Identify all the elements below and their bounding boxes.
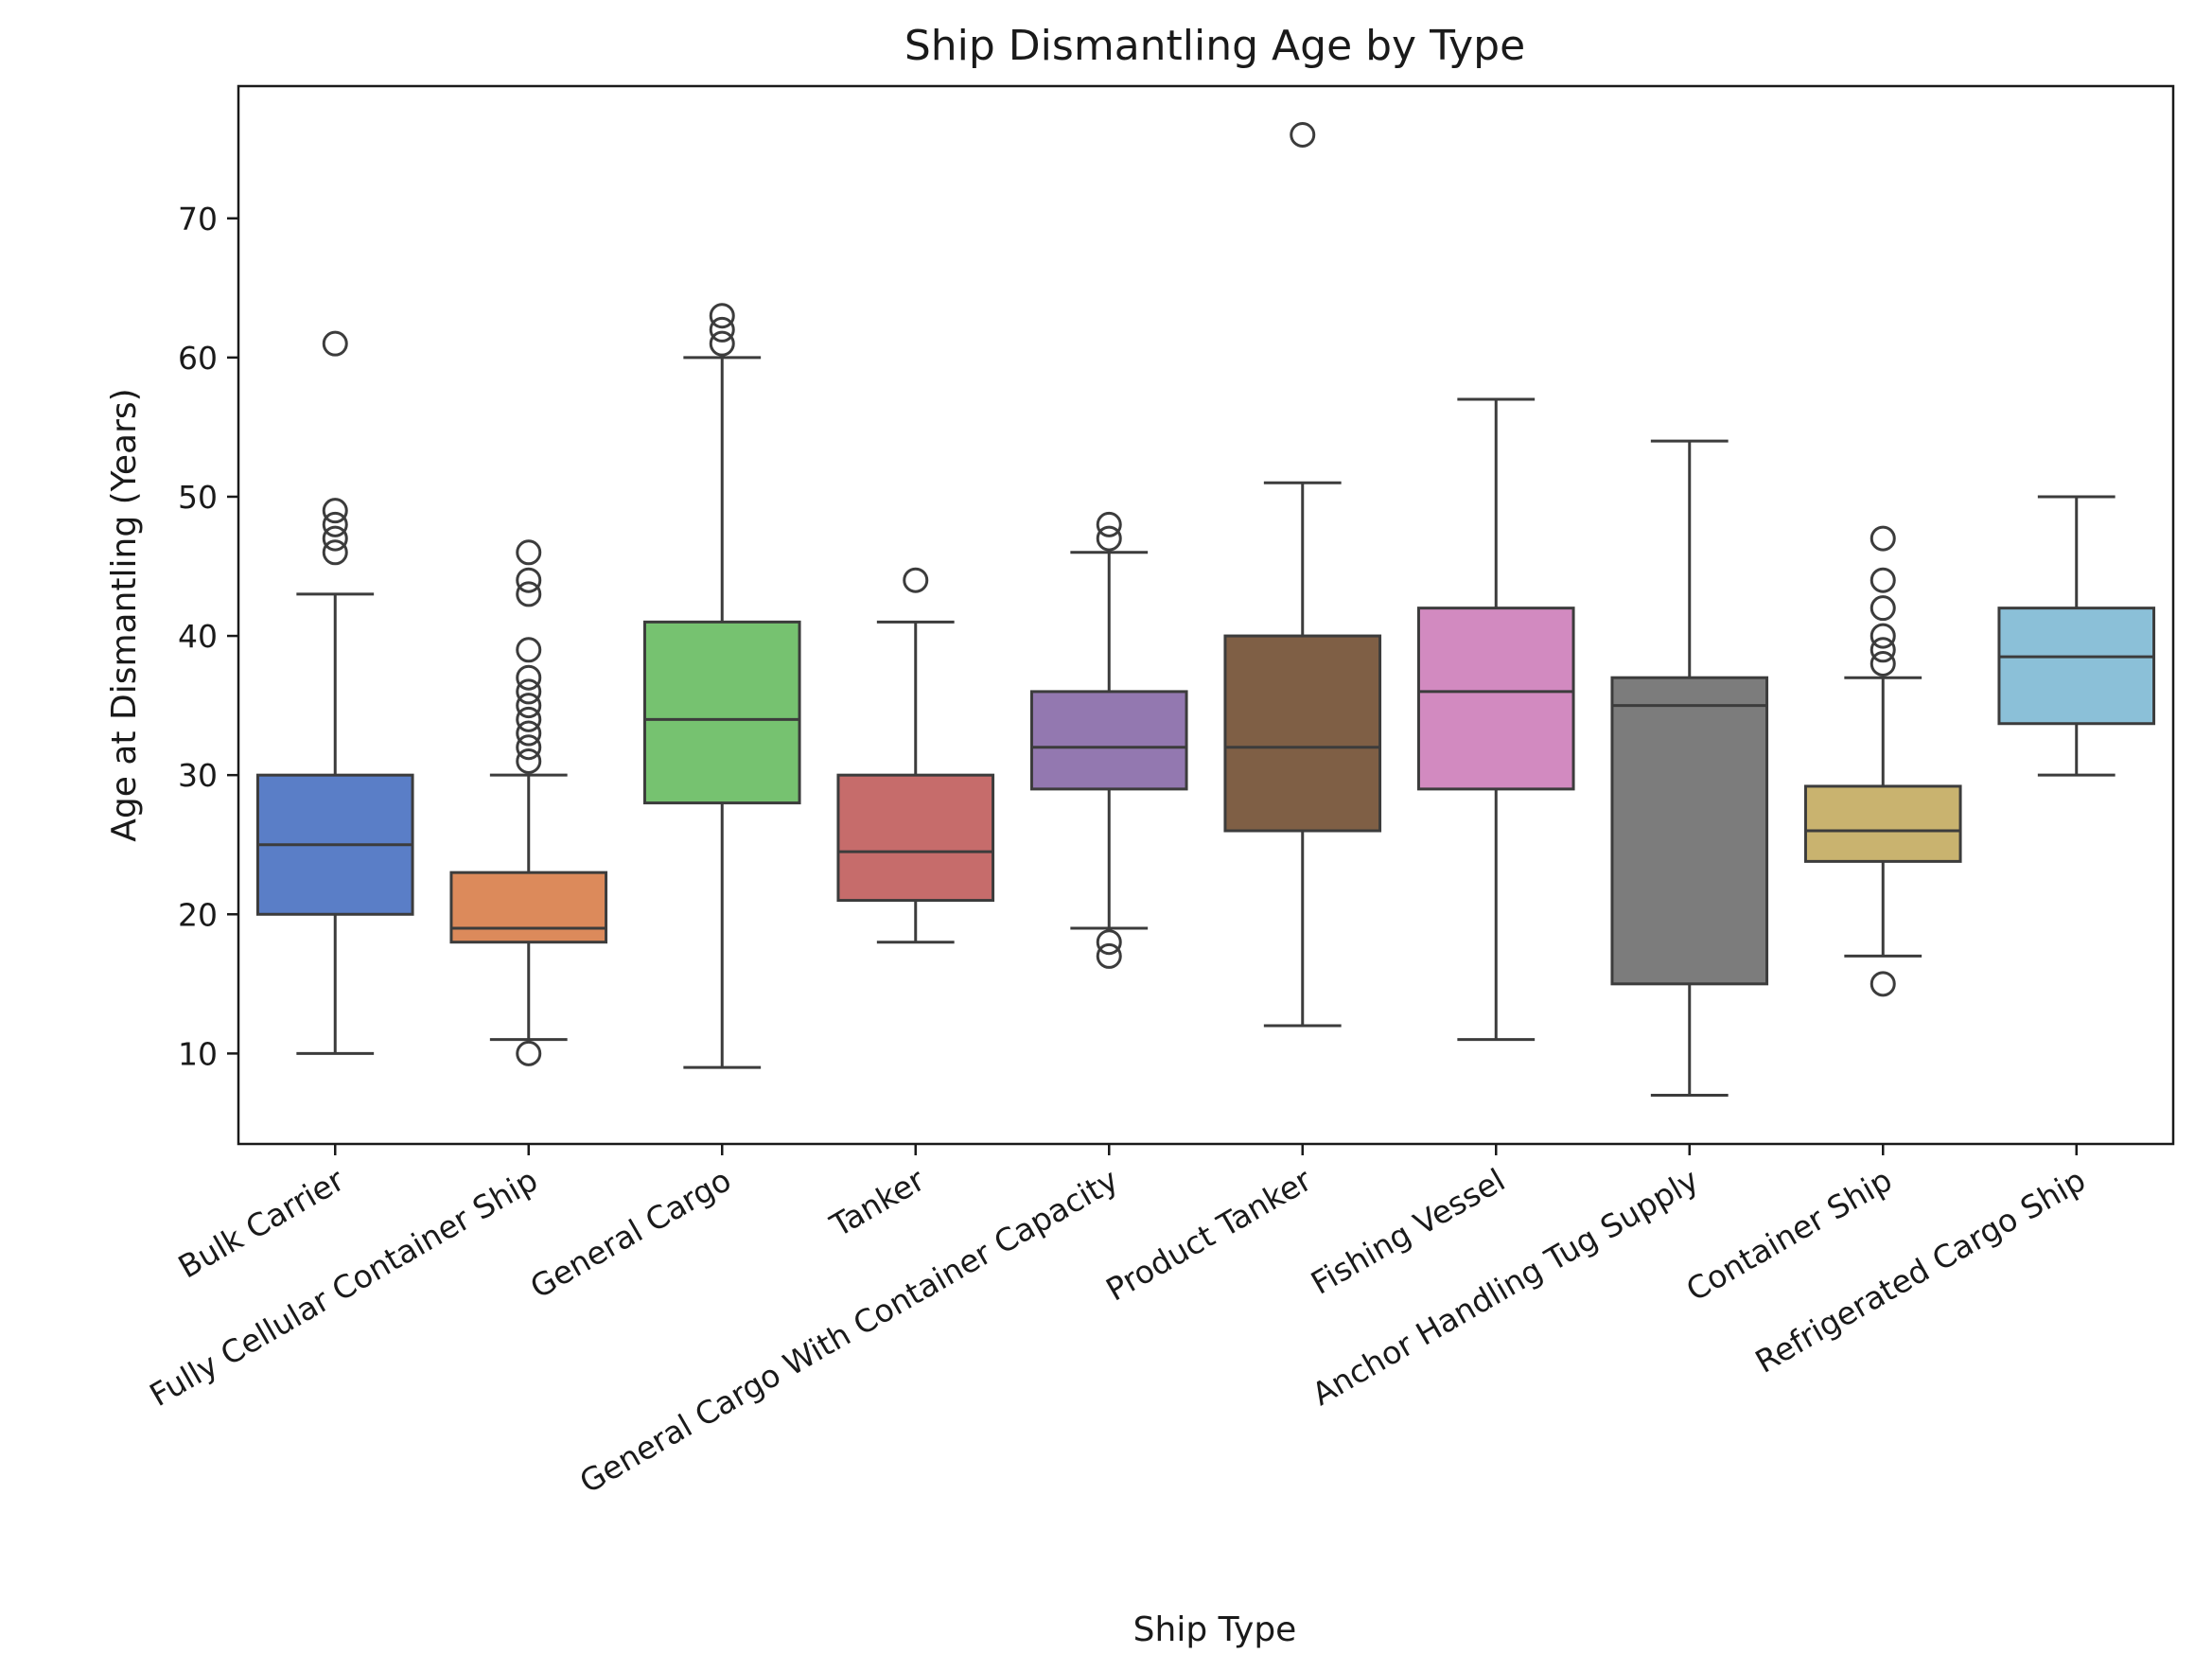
box-group	[255, 330, 414, 1055]
y-tick-label: 40	[178, 618, 218, 655]
outlier-point	[1096, 511, 1122, 537]
box-iqr	[1223, 634, 1382, 833]
outlier-point	[516, 581, 542, 607]
outlier-point	[1870, 623, 1896, 649]
outlier-point	[516, 734, 542, 761]
outlier-point	[516, 664, 542, 691]
outlier-point	[322, 539, 348, 566]
box-iqr	[1997, 607, 2156, 726]
outlier-point	[709, 316, 735, 343]
x-tick-label: Refrigerated Cargo Ship	[1749, 1161, 2092, 1381]
outlier-point	[516, 706, 542, 732]
outlier-point	[516, 637, 542, 663]
x-tick-label: Tanker	[823, 1161, 931, 1244]
box-iqr	[449, 871, 608, 944]
outlier-point	[709, 330, 735, 357]
y-tick-label: 20	[178, 896, 218, 933]
plot-content	[255, 121, 2156, 1098]
box-group	[836, 567, 995, 944]
x-tick-label: Anchor Handling Tug Supply	[1306, 1161, 1705, 1413]
y-tick-label: 60	[178, 340, 218, 377]
y-tick-label: 70	[178, 201, 218, 237]
outlier-point	[516, 539, 542, 566]
outlier-point	[322, 498, 348, 524]
outlier-point	[903, 567, 929, 593]
box-iqr	[642, 620, 801, 805]
outlier-point	[1096, 525, 1122, 552]
outlier-point	[1870, 595, 1896, 622]
outlier-point	[322, 511, 348, 537]
outlier-point	[322, 525, 348, 552]
y-tick-label: 50	[178, 479, 218, 516]
x-axis-label: Ship Type	[1133, 1610, 1297, 1649]
y-tick-label: 10	[178, 1035, 218, 1072]
outlier-point	[516, 720, 542, 747]
box-group	[1416, 397, 1575, 1042]
outlier-point	[1870, 650, 1896, 677]
x-tick-label: Bulk Carrier	[172, 1161, 351, 1286]
outlier-point	[516, 678, 542, 705]
outlier-point	[1870, 567, 1896, 593]
outlier-point	[516, 748, 542, 774]
plot-frame	[237, 84, 2175, 1146]
outlier-point	[1096, 929, 1122, 956]
box-group	[1610, 439, 1769, 1098]
box-iqr	[836, 773, 995, 903]
outlier-point	[1870, 637, 1896, 663]
box-group	[449, 539, 608, 1066]
x-tick-label: Product Tanker	[1099, 1161, 1318, 1309]
box-group	[1223, 121, 1382, 1028]
x-tick-label: General Cargo	[524, 1161, 738, 1306]
outlier-point	[516, 1040, 542, 1066]
outlier-point	[709, 303, 735, 329]
box-group	[1997, 495, 2156, 777]
box-group	[1029, 511, 1188, 969]
chart-title: Ship Dismantling Age by Type	[904, 22, 1525, 70]
outlier-point	[322, 330, 348, 357]
y-tick-label: 30	[178, 757, 218, 794]
outlier-point	[516, 693, 542, 719]
x-tick-label: Fully Cellular Container Ship	[143, 1161, 543, 1414]
y-axis-label: Age at Dismantling (Years)	[105, 388, 144, 841]
box-iqr	[1803, 784, 1962, 863]
box-iqr	[1416, 607, 1575, 791]
box-group	[1803, 525, 1962, 997]
outlier-point	[1096, 942, 1122, 969]
box-group	[642, 303, 801, 1069]
outlier-point	[516, 567, 542, 593]
outlier-point	[1870, 525, 1896, 552]
box-iqr	[1610, 676, 1769, 986]
outlier-point	[1870, 971, 1896, 997]
box-iqr	[1029, 690, 1188, 791]
y-axis: 10 20 30 40 50 60 70	[178, 201, 238, 1072]
outlier-point	[1290, 121, 1316, 148]
